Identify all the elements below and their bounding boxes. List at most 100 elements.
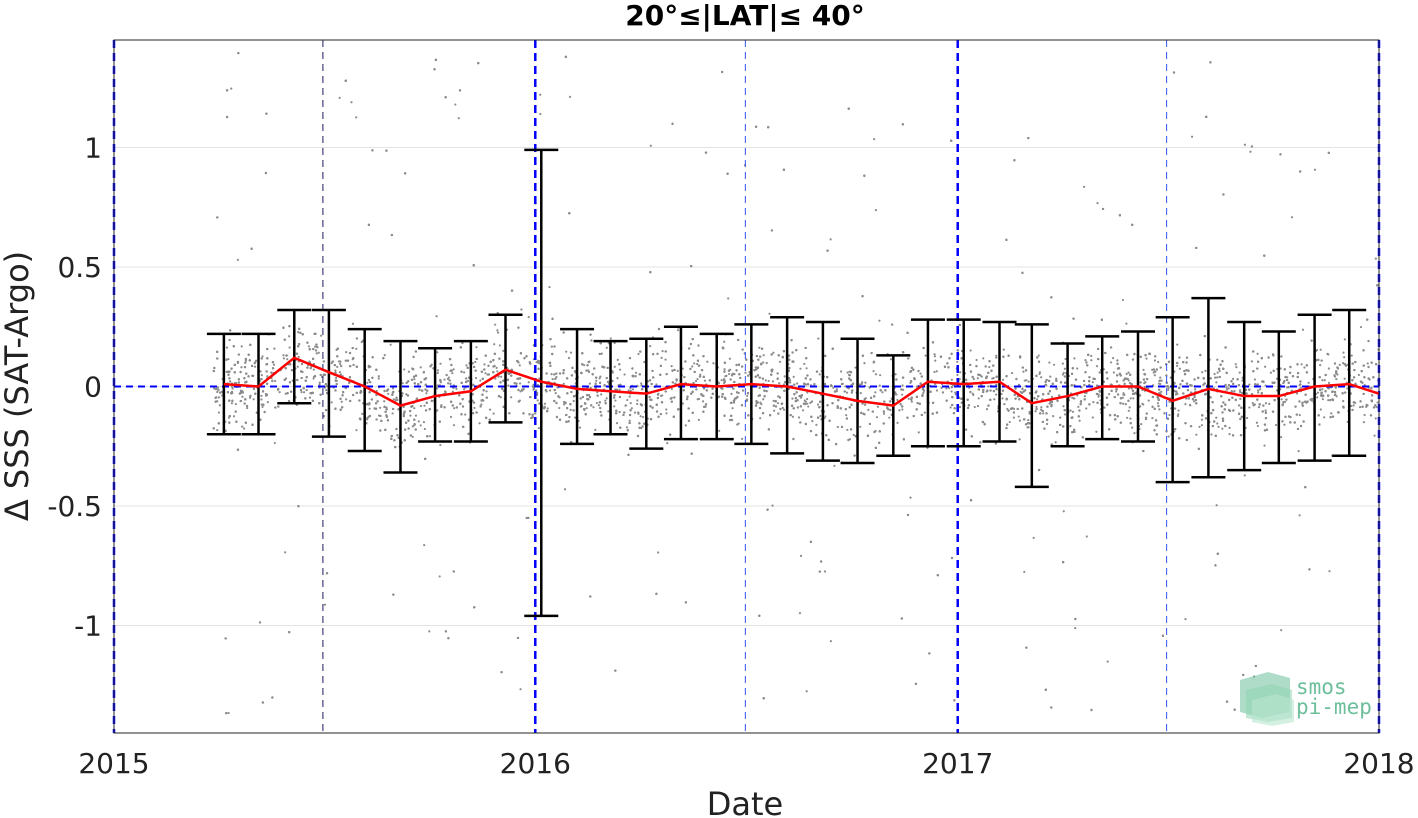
- scatter-point: [465, 364, 468, 367]
- scatter-point: [1052, 415, 1055, 418]
- scatter-point: [1195, 433, 1198, 436]
- scatter-point: [1248, 383, 1251, 386]
- scatter-point: [232, 415, 236, 418]
- scatter-point: [539, 112, 542, 116]
- scatter-point: [536, 359, 540, 362]
- scatter-point: [889, 358, 893, 361]
- scatter-point: [383, 400, 386, 403]
- scatter-point: [628, 419, 631, 422]
- scatter-point: [1257, 389, 1260, 392]
- scatter-point: [488, 408, 492, 411]
- scatter-point: [308, 396, 312, 399]
- scatter-point: [1010, 371, 1014, 375]
- scatter-point: [1064, 357, 1067, 361]
- scatter-point: [1018, 419, 1022, 422]
- scatter-point: [1159, 376, 1162, 379]
- scatter-point: [789, 381, 792, 384]
- scatter-point: [344, 398, 348, 401]
- scatter-point: [696, 362, 699, 366]
- scatter-point: [1053, 363, 1056, 366]
- scatter-point: [1073, 357, 1076, 360]
- scatter-point: [551, 378, 554, 381]
- scatter-point: [1303, 366, 1306, 369]
- scatter-point: [1061, 362, 1064, 365]
- scatter-point: [762, 398, 765, 401]
- scatter-point: [1046, 422, 1049, 426]
- scatter-point: [995, 356, 998, 359]
- scatter-point: [596, 391, 599, 394]
- scatter-point: [412, 355, 415, 358]
- scatter-point: [935, 389, 939, 392]
- scatter-point: [440, 403, 443, 407]
- scatter-point: [355, 429, 358, 432]
- scatter-point: [991, 377, 994, 380]
- scatter-point: [995, 354, 998, 357]
- scatter-point: [464, 413, 467, 416]
- scatter-point: [413, 378, 416, 381]
- scatter-point: [874, 208, 878, 212]
- scatter-point: [783, 375, 786, 378]
- scatter-point: [500, 375, 503, 378]
- scatter-point: [613, 365, 616, 368]
- scatter-point: [759, 417, 762, 420]
- scatter-point: [1319, 408, 1322, 411]
- scatter-point: [1084, 359, 1087, 362]
- scatter-point: [417, 420, 420, 423]
- scatter-point: [585, 407, 588, 410]
- scatter-point: [419, 366, 422, 369]
- scatter-point: [527, 316, 530, 319]
- scatter-point: [696, 377, 699, 381]
- scatter-point: [587, 394, 591, 397]
- scatter-point: [1158, 408, 1161, 411]
- scatter-point: [428, 630, 431, 633]
- scatter-point: [314, 345, 317, 348]
- scatter-point: [499, 396, 502, 399]
- scatter-point: [538, 402, 541, 405]
- scatter-point: [568, 95, 572, 98]
- scatter-point: [901, 408, 904, 411]
- scatter-point: [600, 393, 603, 396]
- scatter-point: [273, 441, 276, 445]
- scatter-point: [266, 401, 269, 404]
- scatter-point: [1156, 402, 1160, 405]
- scatter-point: [554, 392, 557, 395]
- scatter-point: [933, 355, 937, 358]
- scatter-point: [959, 371, 962, 374]
- scatter-point: [976, 404, 980, 408]
- scatter-point: [1313, 168, 1317, 171]
- scatter-point: [241, 395, 244, 398]
- scatter-point: [1280, 629, 1283, 632]
- scatter-point: [1342, 400, 1345, 403]
- scatter-point: [872, 370, 875, 373]
- scatter-point: [1334, 393, 1337, 396]
- scatter-point: [1321, 379, 1324, 382]
- scatter-point: [1375, 405, 1378, 409]
- scatter-point: [616, 377, 619, 380]
- scatter-point: [933, 370, 936, 374]
- scatter-point: [302, 391, 306, 394]
- scatter-point: [1108, 393, 1111, 396]
- scatter-point: [764, 379, 767, 382]
- scatter-point: [451, 390, 455, 393]
- scatter-point: [1343, 356, 1346, 359]
- scatter-point: [867, 408, 870, 411]
- scatter-point: [492, 412, 495, 415]
- scatter-point: [248, 396, 252, 399]
- scatter-point: [902, 388, 905, 391]
- scatter-point: [1256, 424, 1260, 428]
- scatter-point: [684, 424, 687, 427]
- scatter-point: [297, 355, 300, 358]
- scatter-point: [1071, 410, 1075, 413]
- scatter-point: [1049, 375, 1052, 378]
- scatter-point: [1091, 416, 1094, 419]
- scatter-point: [443, 378, 446, 381]
- scatter-point: [216, 429, 219, 432]
- scatter-point: [260, 398, 263, 401]
- scatter-point: [829, 639, 832, 643]
- scatter-point: [697, 418, 700, 422]
- scatter-point: [225, 346, 229, 349]
- scatter-point: [636, 402, 639, 406]
- scatter-point: [485, 390, 488, 393]
- scatter-point: [572, 399, 575, 403]
- scatter-point: [744, 371, 747, 374]
